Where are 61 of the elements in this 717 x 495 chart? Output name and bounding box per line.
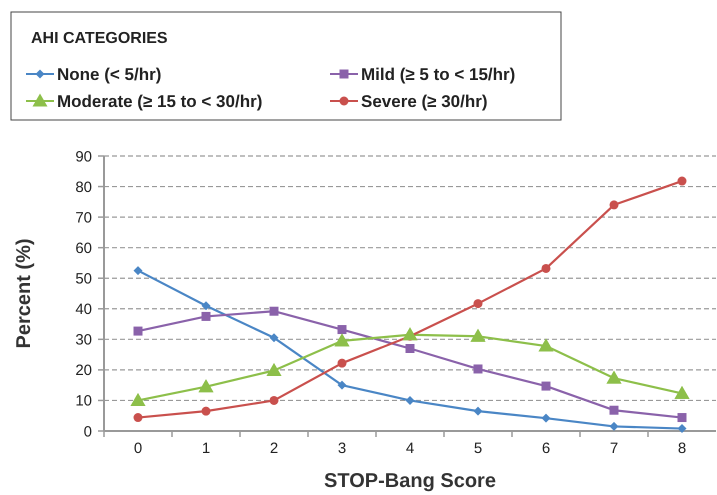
point — [402, 327, 418, 340]
point — [474, 299, 482, 308]
point — [334, 333, 350, 346]
point — [678, 176, 686, 186]
y-tick-label: 10 — [75, 392, 92, 410]
point — [542, 414, 550, 423]
legend-label: Moderate (≥ 15 to < 30/hr) — [57, 92, 262, 111]
x-tick-label: 5 — [474, 440, 482, 457]
point — [198, 379, 214, 392]
y-tick-label: 80 — [75, 178, 92, 196]
x-tick-label: 1 — [202, 440, 210, 457]
point — [470, 328, 486, 342]
legend-label: Mild (≥ 5 to < 15/hr) — [361, 65, 516, 84]
point — [606, 370, 622, 384]
x-tick-label: 3 — [338, 440, 346, 457]
point — [338, 325, 346, 334]
x-tick-label: 7 — [610, 440, 618, 457]
point — [270, 396, 278, 405]
y-axis-title: Percent (%) — [13, 238, 35, 349]
point — [130, 392, 146, 406]
x-axis-title: STOP-Bang Score — [324, 470, 496, 492]
point — [542, 264, 550, 273]
x-tick-label: 2 — [270, 440, 278, 457]
x-tick-label: 6 — [542, 440, 550, 457]
y-tick-label: 40 — [75, 301, 92, 318]
point — [406, 344, 414, 353]
point — [338, 358, 346, 368]
y-tick-label: 90 — [75, 148, 92, 166]
point — [674, 386, 690, 399]
point — [338, 380, 346, 390]
point — [134, 326, 142, 336]
point — [270, 333, 278, 342]
point — [474, 364, 482, 374]
point — [202, 406, 210, 416]
point — [538, 338, 554, 352]
x-tick-label: 4 — [406, 440, 414, 457]
legend-label: Severe (≥ 30/hr) — [361, 92, 488, 111]
point — [678, 424, 686, 434]
point — [134, 266, 142, 276]
y-tick-label: 50 — [75, 270, 92, 288]
point — [202, 301, 210, 310]
y-tick-label: 60 — [75, 240, 92, 257]
legend-label: None (< 5/hr) — [57, 65, 162, 84]
point — [542, 382, 550, 391]
y-tick-label: 20 — [75, 362, 92, 380]
legend-title: AHI CATEGORIES — [31, 30, 168, 47]
point — [610, 200, 618, 210]
point — [474, 406, 482, 416]
point — [678, 413, 686, 422]
point — [406, 396, 414, 405]
y-tick-label: 30 — [75, 332, 92, 349]
point — [266, 363, 282, 376]
x-tick-label: 0 — [134, 440, 142, 457]
y-tick-label: 0 — [84, 423, 92, 440]
point — [610, 406, 618, 415]
point — [610, 422, 618, 431]
point — [270, 306, 278, 316]
point — [202, 312, 210, 321]
x-tick-label: 8 — [678, 440, 686, 457]
point — [134, 413, 142, 422]
y-tick-label: 70 — [75, 209, 92, 226]
